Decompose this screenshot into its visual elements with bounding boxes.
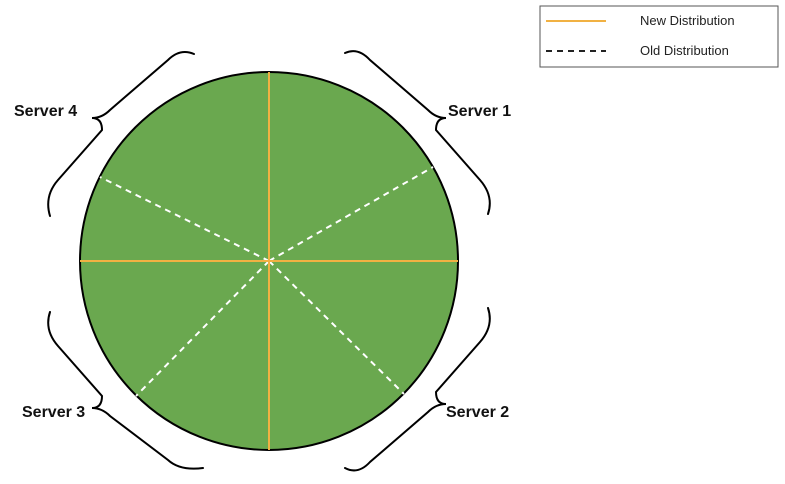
server-braces: [47, 50, 491, 472]
legend-box: [539, 5, 779, 68]
old-distribution-lines: [99, 166, 434, 397]
legend-new-label: New Distribution: [640, 13, 735, 28]
old-divider-upper-left: [99, 176, 270, 262]
legend-old-label: Old Distribution: [640, 43, 729, 58]
legend: New Distribution Old Distribution: [539, 5, 779, 68]
server-label-1: Server 1: [448, 103, 511, 120]
new-distribution-lines: [80, 72, 458, 450]
brace-server-3: [47, 311, 204, 470]
old-divider-upper-right: [268, 166, 434, 262]
old-divider-lower-right: [268, 260, 405, 395]
brace-server-4: [47, 51, 195, 217]
brace-server-1: [344, 50, 491, 215]
server-label-4: Server 4: [14, 103, 77, 120]
server-label-2: Server 2: [446, 404, 509, 421]
old-divider-lower-left: [135, 260, 270, 397]
server-label-3: Server 3: [22, 404, 85, 421]
brace-server-2: [344, 307, 491, 472]
